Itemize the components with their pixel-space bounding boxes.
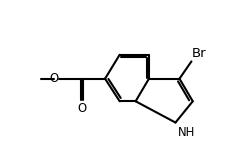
Text: O: O: [49, 72, 58, 85]
Text: Br: Br: [192, 47, 207, 60]
Text: NH: NH: [178, 126, 196, 139]
Text: O: O: [77, 101, 86, 115]
